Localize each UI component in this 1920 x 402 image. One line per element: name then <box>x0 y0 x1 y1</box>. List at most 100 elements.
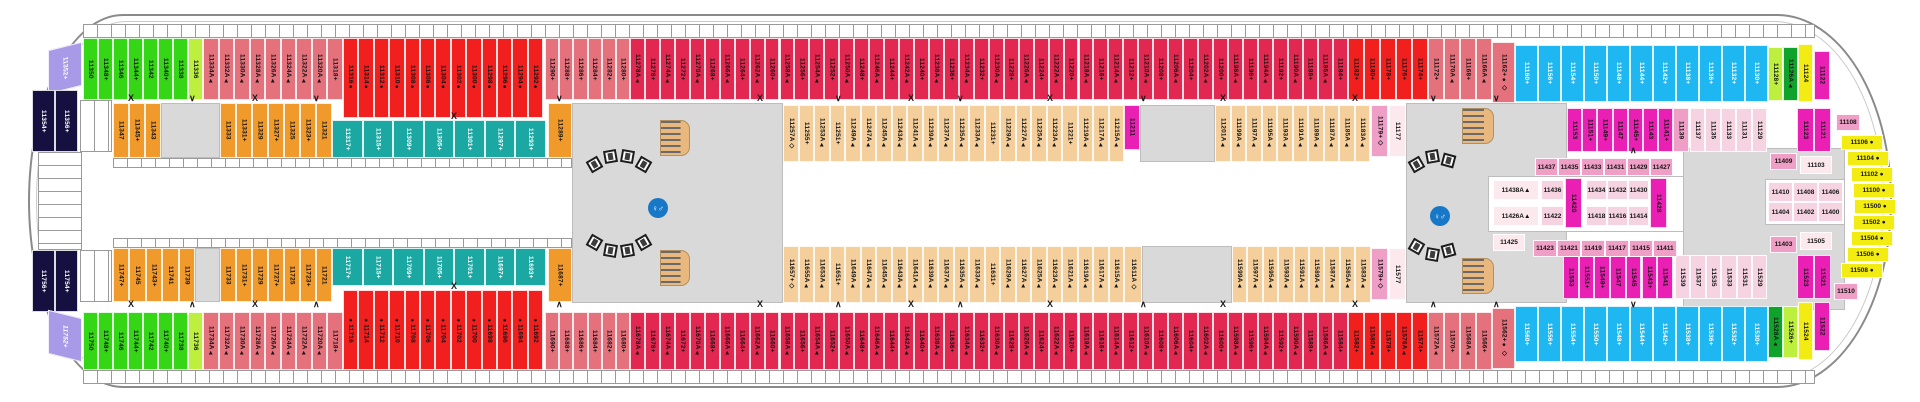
cabin-11722A[interactable]: 11722A▲ <box>296 312 312 370</box>
cabin-11423[interactable]: 11423 <box>1533 240 1557 257</box>
cabin-11752[interactable]: 11752+ <box>48 309 82 363</box>
cabin-11245A[interactable]: 11245A▲ <box>876 105 892 162</box>
cabin-11272[interactable]: 11272+ <box>674 38 690 100</box>
cabin-11327[interactable]: 11327+ <box>268 103 284 158</box>
cabin-11200[interactable]: 11200+ <box>1213 38 1228 100</box>
cabin-11550[interactable]: 11550+ <box>1584 306 1607 362</box>
cabin-11166A[interactable]: 11166A▲ <box>1476 38 1492 100</box>
cabin-11147[interactable]: 11147 <box>1612 108 1628 152</box>
cabin-11309[interactable]: 11309+ <box>393 120 424 158</box>
cabin-11430[interactable]: 11430 <box>1628 180 1649 200</box>
cabin-11328A[interactable]: 11328A▲ <box>249 38 265 100</box>
cabin-11266A[interactable]: 11266A▲ <box>719 38 735 100</box>
cabin-11223A[interactable]: 11223A▲ <box>1046 105 1062 162</box>
cabin-11284[interactable]: 11284+ <box>587 38 602 100</box>
cabin-11625A[interactable]: 11625A▲ <box>1031 246 1047 303</box>
cabin-11404[interactable]: 11404 <box>1768 202 1793 222</box>
cabin-11652[interactable]: 11652+ <box>824 312 840 370</box>
cabin-11717[interactable]: 11717+ <box>332 248 363 286</box>
cabin-11614A[interactable]: 11614A▲ <box>1108 312 1124 370</box>
cabin-11697[interactable]: 11697+ <box>484 248 515 286</box>
cabin-11258A[interactable]: 11258A▲ <box>779 38 795 100</box>
cabin-11350[interactable]: 11350 <box>83 38 98 100</box>
cabin-11701[interactable]: 11701+ <box>454 248 485 286</box>
cabin-11215A[interactable]: 11215A▲ <box>1108 105 1124 162</box>
cabin-11566[interactable]: 11566+ <box>1476 312 1492 370</box>
cabin-11253A[interactable]: 11253A▲ <box>814 105 830 162</box>
cabin-11239A[interactable]: 11239A▲ <box>922 105 938 162</box>
cabin-11434[interactable]: 11434 <box>1586 180 1607 200</box>
cabin-11189A[interactable]: 11189A▲ <box>1308 105 1324 162</box>
cabin-11690[interactable]: 11690+ <box>545 312 560 370</box>
cabin-11426A[interactable]: 11426A▲ <box>1493 206 1539 226</box>
cabin-11315[interactable]: 11315+ <box>362 120 393 158</box>
cabin-11329[interactable]: 11329 <box>252 103 268 158</box>
cabin-11289[interactable]: 11289+ <box>548 103 572 158</box>
cabin-11709[interactable]: 11709+ <box>393 248 424 286</box>
cabin-11246A[interactable]: 11246A▲ <box>869 38 885 100</box>
cabin-11338[interactable]: 11338 <box>173 38 188 100</box>
cabin-11193A[interactable]: 11193A▲ <box>1277 105 1293 162</box>
cabin-11274A[interactable]: 11274A▲ <box>659 38 675 100</box>
cabin-11606A[interactable]: 11606A▲ <box>1168 312 1184 370</box>
cabin-11332A[interactable]: 11332A▲ <box>218 38 234 100</box>
cabin-11229A[interactable]: 11229A▲ <box>1000 105 1016 162</box>
cabin-11700[interactable]: ●11700 <box>466 290 482 370</box>
cabin-11654A[interactable]: 11654A▲ <box>809 312 825 370</box>
cabin-11257A[interactable]: 11257A◇ <box>783 105 799 162</box>
cabin-11746[interactable]: 11746 <box>113 312 128 370</box>
cabin-11292[interactable]: 11292● <box>527 38 544 118</box>
cabin-11131[interactable]: 11131 <box>1736 108 1752 152</box>
cabin-11522[interactable]: 11522 <box>1814 302 1830 351</box>
cabin-11670A[interactable]: 11670A▲ <box>689 312 705 370</box>
cabin-11402[interactable]: 11402 <box>1793 202 1818 222</box>
cabin-11302[interactable]: 11302● <box>450 38 467 118</box>
cabin-11644[interactable]: 11644+ <box>884 312 900 370</box>
cabin-11314[interactable]: 11314● <box>358 38 374 118</box>
cabin-11437[interactable]: 11437 <box>1535 158 1558 176</box>
cabin-11251[interactable]: 11251+ <box>829 105 845 162</box>
cabin-11438A[interactable]: 11438A▲ <box>1493 180 1539 200</box>
cabin-11650A[interactable]: 11650A▲ <box>839 312 855 370</box>
cabin-11734A[interactable]: 11734A▲ <box>203 312 219 370</box>
cabin-11312[interactable]: 11312● <box>373 38 390 118</box>
cabin-11403[interactable]: 11403 <box>1770 236 1797 253</box>
cabin-11149[interactable]: 11149+ <box>1597 108 1613 152</box>
cabin-11230A[interactable]: 11230A▲ <box>988 38 1004 100</box>
cabin-11628[interactable]: 11628+ <box>1003 312 1019 370</box>
cabin-11710[interactable]: ●11710 <box>389 290 405 370</box>
cabin-11510[interactable]: 11510 <box>1834 283 1858 300</box>
cabin-11336[interactable]: 11336 <box>188 38 203 100</box>
cabin-11198A[interactable]: 11198A▲ <box>1228 38 1243 100</box>
cabin-11590A[interactable]: 11590A▲ <box>1287 312 1303 370</box>
cabin-11504[interactable]: 11504 ● <box>1851 231 1893 246</box>
cabin-11676[interactable]: 11676+ <box>644 312 660 370</box>
cabin-11521[interactable]: 11521 <box>1814 255 1831 299</box>
cabin-11326A[interactable]: 11326A▲ <box>265 38 281 100</box>
cabin-11708[interactable]: ●11708 <box>404 290 420 370</box>
cabin-11248[interactable]: 11248+ <box>854 38 870 100</box>
cabin-11143[interactable]: 11143 <box>1643 108 1659 152</box>
cabin-11528A[interactable]: 11528A▲ <box>1768 306 1783 358</box>
cabin-11536[interactable]: 11536+ <box>1699 306 1722 362</box>
cabin-11580A[interactable]: 11580A▲ <box>1364 312 1380 370</box>
cabin-11636[interactable]: 11636+ <box>943 312 959 370</box>
cabin-11422[interactable]: 11422 <box>1541 206 1564 226</box>
cabin-11100[interactable]: 11100 ● <box>1853 183 1895 198</box>
cabin-11592[interactable]: 11592+ <box>1272 312 1288 370</box>
cabin-11322A[interactable]: 11322A▲ <box>296 38 312 100</box>
cabin-11144[interactable]: 11144+ <box>1630 45 1653 102</box>
cabin-11736[interactable]: 11736 <box>188 312 203 370</box>
cabin-11597A[interactable]: 11597A▲ <box>1247 246 1263 303</box>
cabin-11255[interactable]: 11255+ <box>798 105 814 162</box>
cabin-11638A[interactable]: 11638A▲ <box>929 312 944 370</box>
cabin-11582[interactable]: 11582+ <box>1348 312 1364 370</box>
cabin-11170A[interactable]: 11170A▲ <box>1444 38 1460 100</box>
cabin-11234A[interactable]: 11234A▲ <box>958 38 974 100</box>
cabin-11686[interactable]: 11686+ <box>573 312 588 370</box>
cabin-11153[interactable]: 11153 <box>1567 108 1583 152</box>
cabin-11705[interactable]: 11705+ <box>423 248 454 286</box>
cabin-11420[interactable]: 11420 <box>1565 178 1582 228</box>
cabin-11238A[interactable]: 11238A▲ <box>929 38 944 100</box>
cabin-11651[interactable]: 11651+ <box>829 246 845 303</box>
